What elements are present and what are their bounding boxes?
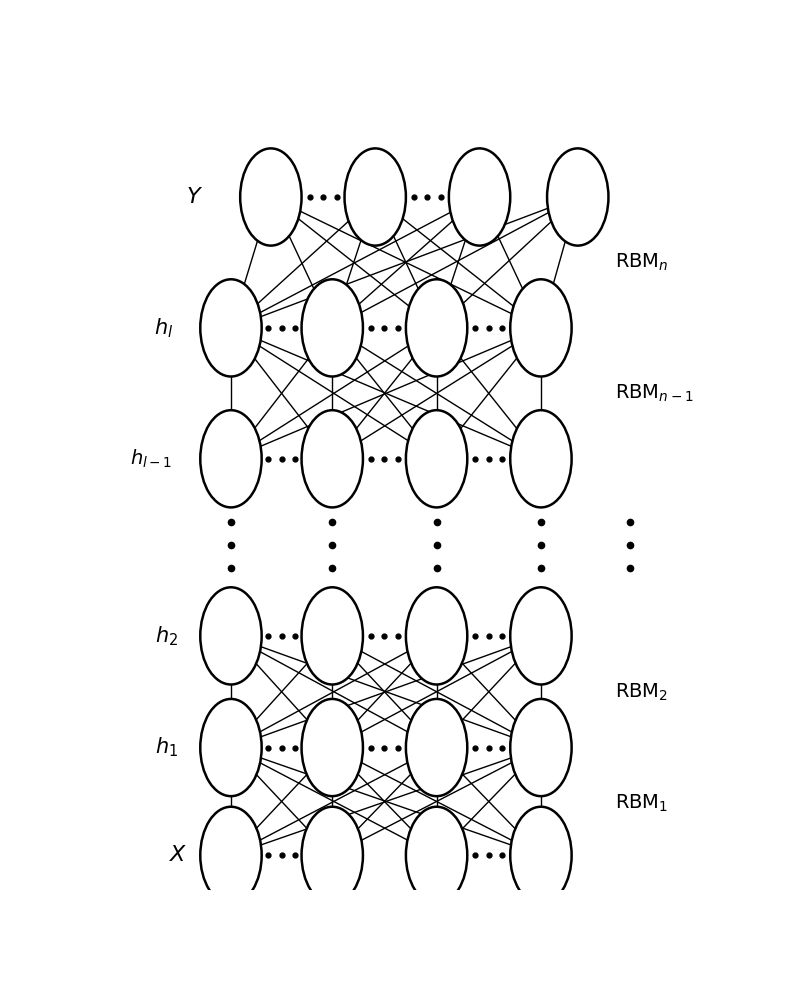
Ellipse shape bbox=[510, 279, 572, 377]
Ellipse shape bbox=[240, 148, 302, 246]
Ellipse shape bbox=[302, 410, 363, 507]
Text: $\mathrm{RBM}_{1}$: $\mathrm{RBM}_{1}$ bbox=[615, 793, 668, 814]
Ellipse shape bbox=[510, 410, 572, 507]
Ellipse shape bbox=[200, 279, 261, 377]
Ellipse shape bbox=[406, 699, 467, 796]
Ellipse shape bbox=[547, 148, 608, 246]
Ellipse shape bbox=[200, 807, 261, 904]
Text: $\mathit{h}_1$: $\mathit{h}_1$ bbox=[155, 736, 178, 759]
Text: $\mathit{Y}$: $\mathit{Y}$ bbox=[185, 186, 203, 208]
Text: $\mathrm{RBM}_{2}$: $\mathrm{RBM}_{2}$ bbox=[615, 681, 668, 703]
Text: $\mathit{X}$: $\mathit{X}$ bbox=[169, 844, 188, 866]
Ellipse shape bbox=[406, 410, 467, 507]
Ellipse shape bbox=[510, 807, 572, 904]
Ellipse shape bbox=[510, 587, 572, 685]
Text: $\mathrm{RBM}_{n-1}$: $\mathrm{RBM}_{n-1}$ bbox=[615, 383, 693, 404]
Ellipse shape bbox=[406, 587, 467, 685]
Ellipse shape bbox=[302, 699, 363, 796]
Ellipse shape bbox=[200, 587, 261, 685]
Ellipse shape bbox=[200, 410, 261, 507]
Ellipse shape bbox=[302, 587, 363, 685]
Ellipse shape bbox=[345, 148, 406, 246]
Text: $\mathrm{RBM}_{n}$: $\mathrm{RBM}_{n}$ bbox=[615, 252, 668, 273]
Text: $\mathit{h}_{l-1}$: $\mathit{h}_{l-1}$ bbox=[130, 448, 173, 470]
Text: $\mathit{h}_2$: $\mathit{h}_2$ bbox=[155, 624, 178, 648]
Ellipse shape bbox=[302, 279, 363, 377]
Text: $\mathit{h}_l$: $\mathit{h}_l$ bbox=[154, 316, 173, 340]
Ellipse shape bbox=[510, 699, 572, 796]
Ellipse shape bbox=[406, 279, 467, 377]
Ellipse shape bbox=[449, 148, 510, 246]
Ellipse shape bbox=[302, 807, 363, 904]
Ellipse shape bbox=[406, 807, 467, 904]
Ellipse shape bbox=[200, 699, 261, 796]
